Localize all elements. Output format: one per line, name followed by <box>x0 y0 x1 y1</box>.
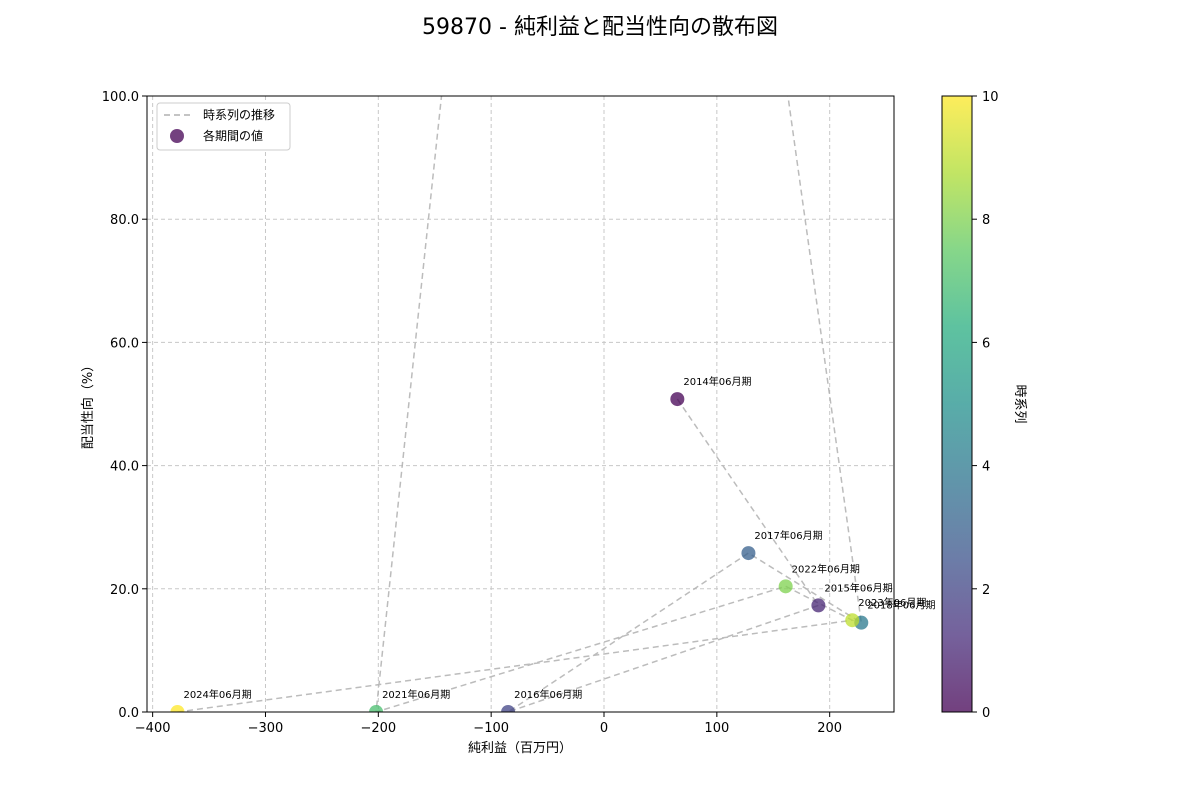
x-axis-ticks: −400 −300 −200 −100 0 100 200 <box>135 712 842 736</box>
y-tick-label: 80.0 <box>110 213 139 228</box>
point-label: 2018年06月期 <box>867 599 935 612</box>
point-annotations: 2014年06月期 2015年06月期 2016年06月期 2017年06月期 2018… <box>183 375 935 701</box>
y-axis-label: 配当性向（%） <box>80 359 96 449</box>
x-tick-label: −300 <box>248 721 284 736</box>
x-tick-label: 100 <box>704 721 729 736</box>
data-point <box>845 613 860 628</box>
data-point <box>501 705 516 712</box>
legend-box <box>156 102 291 151</box>
x-tick-label: −200 <box>360 721 396 736</box>
data-point <box>670 392 685 407</box>
colorbar-tick-label: 0 <box>982 706 990 721</box>
point-label: 2023年06月期 <box>858 596 926 609</box>
legend: 時系列の推移 各期間の値 <box>156 102 291 151</box>
plot-area <box>170 96 869 712</box>
grid-lines <box>147 95 894 713</box>
data-point <box>369 705 384 712</box>
point-label: 2022年06月期 <box>792 562 860 575</box>
colorbar-tick-label: 4 <box>982 460 990 475</box>
colorbar-tick-label: 8 <box>982 213 990 228</box>
y-axis-ticks: 0.0 20.0 40.0 60.0 80.0 100.0 <box>102 90 147 721</box>
colorbar: 0 2 4 6 8 10 時系列 <box>941 90 1027 721</box>
data-point <box>170 705 185 712</box>
colorbar-frame <box>941 95 973 713</box>
data-point <box>778 579 793 594</box>
data-points <box>170 392 869 712</box>
y-tick-label: 20.0 <box>110 583 139 598</box>
colorbar-gradient <box>942 96 972 712</box>
y-tick-label: 40.0 <box>110 460 139 475</box>
data-point <box>741 546 756 561</box>
legend-marker-label: 各期間の値 <box>203 128 263 143</box>
legend-line-label: 時系列の推移 <box>203 108 275 122</box>
x-tick-label: −400 <box>135 721 171 736</box>
point-label: 2021年06月期 <box>382 688 450 701</box>
point-label: 2016年06月期 <box>514 688 582 701</box>
x-tick-label: 0 <box>600 721 608 736</box>
data-point <box>811 598 826 613</box>
x-tick-label: −100 <box>473 721 509 736</box>
y-tick-label: 60.0 <box>110 336 139 351</box>
y-tick-label: 0.0 <box>118 706 139 721</box>
point-label: 2024年06月期 <box>183 688 251 701</box>
trend-line <box>177 96 863 712</box>
colorbar-tick-label: 6 <box>982 336 990 351</box>
y-tick-label: 100.0 <box>102 90 139 105</box>
colorbar-tick-label: 10 <box>982 90 999 105</box>
plot-frame <box>146 95 895 713</box>
colorbar-label: 時系列 <box>1012 384 1027 423</box>
legend-marker-swatch <box>170 129 184 143</box>
point-label: 2015年06月期 <box>824 581 892 594</box>
colorbar-ticks: 0 2 4 6 8 10 <box>972 90 999 721</box>
point-label: 2017年06月期 <box>754 529 822 542</box>
x-axis-label: 純利益（百万円） <box>468 741 572 756</box>
x-tick-label: 200 <box>817 721 842 736</box>
colorbar-tick-label: 2 <box>982 583 990 598</box>
chart-title: 59870 - 純利益と配当性向の散布図 <box>422 15 778 40</box>
point-label: 2014年06月期 <box>683 375 751 388</box>
